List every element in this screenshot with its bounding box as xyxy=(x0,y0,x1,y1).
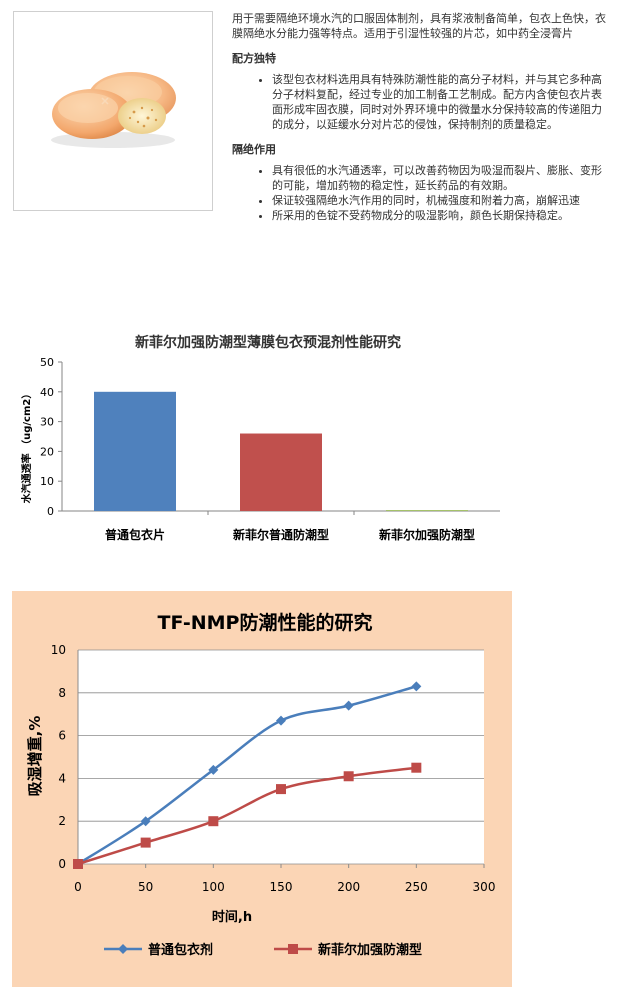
legend-label: 新菲尔加强防潮型 xyxy=(318,942,422,958)
x-tick-label: 新菲尔普通防潮型 xyxy=(233,527,329,542)
x-tick-label: 300 xyxy=(473,880,496,894)
data-point xyxy=(411,762,422,773)
bar xyxy=(386,510,468,511)
section-list: 该型包衣材料选用具有特殊防潮性能的高分子材料，并与其它多种高分子材料复配，经过专… xyxy=(232,72,610,132)
x-tick-label: 普通包衣片 xyxy=(105,527,165,542)
y-tick-label: 2 xyxy=(58,814,66,828)
y-tick-label: 0 xyxy=(47,505,54,518)
data-point xyxy=(140,837,151,848)
y-tick-label: 30 xyxy=(40,416,54,429)
data-point xyxy=(343,700,354,711)
intro-text: 用于需要隔绝环境水汽的口服固体制剂，具有浆液制备简单，包衣上色快，衣膜隔绝水分能… xyxy=(232,12,606,40)
data-point xyxy=(73,859,83,869)
legend-label: 普通包衣剂 xyxy=(148,942,213,958)
x-tick-label: 50 xyxy=(138,880,153,894)
tablet-image xyxy=(51,72,176,148)
bar-chart: 新菲尔加强防潮型薄膜包衣预混剂性能研究 水汽通透率 （ug/cm2） 0 10 20… xyxy=(20,334,500,542)
y-tick-label: 4 xyxy=(58,771,66,785)
data-point xyxy=(288,944,298,954)
data-point xyxy=(118,944,128,954)
list-item: 保证较强隔绝水汽作用的同时，机械强度和附着力高，崩解迅速 xyxy=(272,193,610,208)
list-item: 具有很低的水汽通透率，可以改善药物因为吸湿而裂片、膨胀、变形的可能，增加药物的稳… xyxy=(272,163,610,193)
data-point xyxy=(140,816,151,827)
data-point xyxy=(276,715,286,726)
y-tick-label: 10 xyxy=(40,475,54,488)
y-tick-label: 6 xyxy=(58,729,66,743)
y-tick-label: 20 xyxy=(40,445,54,458)
data-point xyxy=(208,816,219,827)
x-tick-label: 新菲尔加强防潮型 xyxy=(379,527,475,542)
x-tick-label: 0 xyxy=(74,880,82,894)
plot-area xyxy=(78,650,484,864)
list-item: 该型包衣材料选用具有特殊防潮性能的高分子材料，并与其它多种高分子材料复配，经过专… xyxy=(272,72,610,132)
data-point xyxy=(208,764,219,775)
series-line xyxy=(77,685,417,866)
chart-title: TF-NMP防潮性能的研究 xyxy=(158,611,373,634)
x-tick-label: 250 xyxy=(405,880,428,894)
list-item: 所采用的色锭不受药物成分的吸湿影响，颜色长期保持稳定。 xyxy=(272,208,610,223)
data-point xyxy=(343,771,354,782)
y-axis-label: 水汽通透率 （ug/cm2） xyxy=(20,389,33,505)
chart-title: 新菲尔加强防潮型薄膜包衣预混剂性能研究 xyxy=(135,334,401,351)
data-point xyxy=(276,784,286,795)
section-heading: 隔绝作用 xyxy=(232,143,276,156)
product-description: 用于需要隔绝环境水汽的口服固体制剂，具有浆液制备简单，包衣上色快，衣膜隔绝水分能… xyxy=(232,11,610,231)
y-axis-label: 吸湿增重,% xyxy=(26,716,44,797)
data-point xyxy=(411,681,422,692)
bar xyxy=(94,391,176,511)
y-tick-label: 40 xyxy=(40,386,54,399)
x-tick-label: 150 xyxy=(270,880,293,894)
bar xyxy=(240,433,322,511)
series-line xyxy=(77,766,417,866)
y-tick-label: 0 xyxy=(58,857,66,871)
section-list: 具有很低的水汽通透率，可以改善药物因为吸湿而裂片、膨胀、变形的可能，增加药物的稳… xyxy=(232,163,610,223)
x-axis-label: 时间,h xyxy=(212,909,252,925)
x-tick-label: 100 xyxy=(202,880,225,894)
x-tick-label: 200 xyxy=(337,880,360,894)
y-tick-label: 8 xyxy=(58,686,66,700)
section-heading: 配方独特 xyxy=(232,52,276,65)
y-tick-label: 10 xyxy=(51,643,66,657)
y-tick-label: 50 xyxy=(40,356,54,369)
product-image-frame xyxy=(13,11,213,211)
